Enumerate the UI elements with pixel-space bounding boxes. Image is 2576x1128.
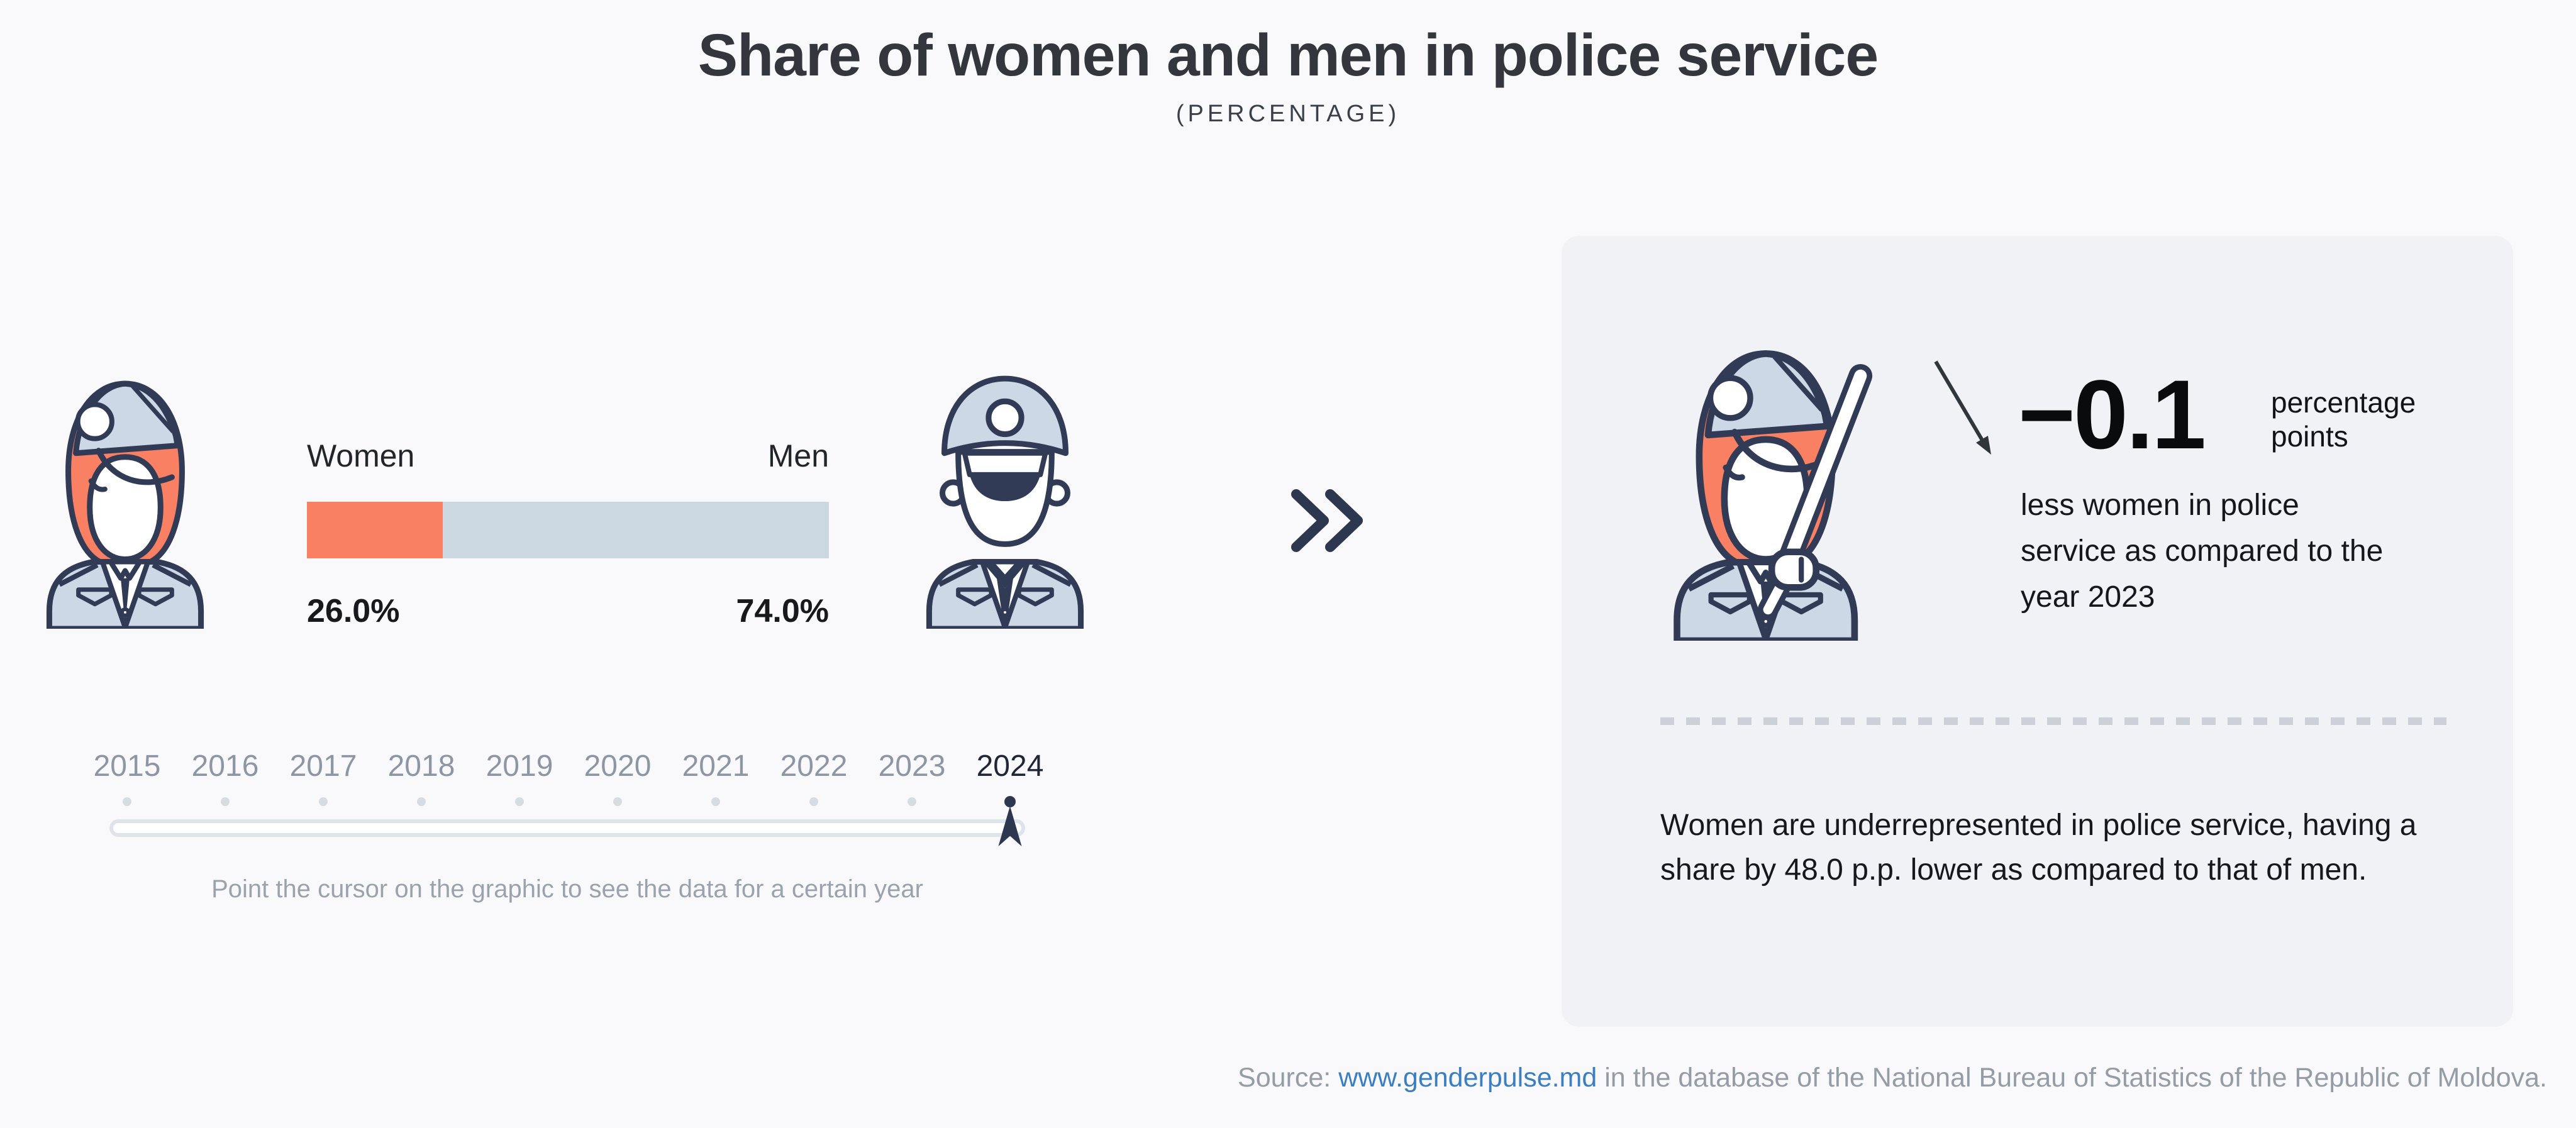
policewoman-icon bbox=[36, 357, 214, 629]
gender-share-bar-group: Women Men 26.0% 74.0% bbox=[307, 438, 829, 630]
year-label: 2019 bbox=[486, 749, 553, 783]
year-label: 2017 bbox=[289, 749, 357, 783]
arrow-down-right-icon bbox=[1929, 357, 2000, 463]
source-line: Source: www.genderpulse.md in the databa… bbox=[1238, 1063, 2547, 1093]
year-dot bbox=[613, 797, 622, 806]
dashed-divider bbox=[1660, 717, 2446, 725]
page-subtitle: (PERCENTAGE) bbox=[1175, 101, 1401, 127]
double-chevron-right-icon bbox=[1291, 489, 1367, 552]
timeline-year-2021[interactable]: 2021 bbox=[667, 749, 765, 807]
women-value: 26.0% bbox=[307, 593, 400, 629]
timeline-year-2017[interactable]: 2017 bbox=[274, 749, 372, 807]
year-dot bbox=[809, 797, 818, 806]
year-label: 2021 bbox=[682, 749, 750, 783]
insight-summary: Women are underrepresented in police ser… bbox=[1660, 809, 2417, 887]
page-title: Share of women and men in police service bbox=[697, 22, 1879, 89]
women-label: Women bbox=[307, 438, 415, 473]
timeline-year-2022[interactable]: 2022 bbox=[765, 749, 863, 807]
timeline-year-2015[interactable]: 2015 bbox=[78, 749, 176, 807]
source-prefix: Source: bbox=[1238, 1063, 1339, 1093]
men-value: 74.0% bbox=[736, 593, 829, 629]
year-dot bbox=[319, 797, 328, 806]
year-label: 2015 bbox=[93, 749, 161, 783]
bar-segment-men bbox=[442, 502, 829, 558]
timeline-year-2024-selected[interactable]: 2024 bbox=[961, 749, 1059, 807]
year-label: 2016 bbox=[191, 749, 259, 783]
policeman-icon bbox=[916, 357, 1094, 629]
bar-segment-women bbox=[307, 502, 443, 558]
timeline-year-2019[interactable]: 2019 bbox=[470, 749, 569, 807]
delta-description: less women in police service as compared… bbox=[2021, 489, 2384, 614]
year-dot-active bbox=[1004, 796, 1016, 807]
year-dot bbox=[417, 797, 426, 806]
source-suffix: in the database of the National Bureau o… bbox=[1597, 1063, 2547, 1093]
timeline-year-2023[interactable]: 2023 bbox=[863, 749, 961, 807]
year-marker-icon[interactable] bbox=[998, 806, 1022, 848]
timeline-year-2016[interactable]: 2016 bbox=[176, 749, 274, 807]
policewoman-baton-icon bbox=[1662, 323, 1914, 641]
year-label: 2023 bbox=[878, 749, 946, 783]
delta-unit: percentage points bbox=[2271, 386, 2416, 453]
timeline-hint: Point the cursor on the graphic to see t… bbox=[211, 875, 923, 903]
year-dot bbox=[515, 797, 524, 806]
men-label: Men bbox=[767, 438, 829, 473]
year-timeline: 2015 2016 2017 2018 2019 2020 2021 2022 … bbox=[78, 749, 1059, 807]
year-slider-track[interactable] bbox=[109, 819, 1025, 837]
year-label: 2020 bbox=[584, 749, 652, 783]
year-label: 2018 bbox=[387, 749, 455, 783]
year-dot bbox=[221, 797, 230, 806]
timeline-year-2020[interactable]: 2020 bbox=[569, 749, 667, 807]
year-label: 2022 bbox=[780, 749, 848, 783]
delta-value: −0.1 bbox=[2018, 360, 2206, 470]
year-dot bbox=[908, 797, 916, 806]
gender-share-bar[interactable] bbox=[307, 502, 829, 558]
genderpulse-link[interactable]: www.genderpulse.md bbox=[1338, 1063, 1597, 1093]
year-dot bbox=[123, 797, 131, 806]
insight-card: −0.1 percentage points less women in pol… bbox=[1562, 236, 2513, 1027]
year-dot bbox=[711, 797, 720, 806]
timeline-year-2018[interactable]: 2018 bbox=[372, 749, 470, 807]
year-label: 2024 bbox=[976, 749, 1044, 783]
